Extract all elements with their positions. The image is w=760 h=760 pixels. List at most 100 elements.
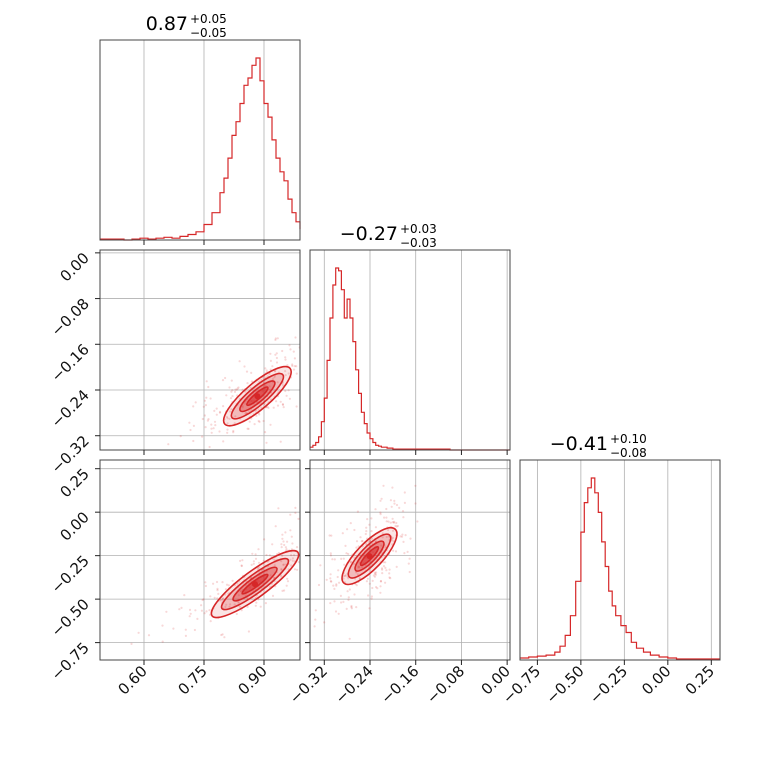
scatter-point bbox=[289, 348, 292, 351]
scatter-point bbox=[379, 585, 382, 588]
scatter-point bbox=[282, 563, 285, 566]
scatter-point bbox=[345, 552, 348, 555]
scatter-point bbox=[257, 561, 261, 564]
scatter-point bbox=[287, 372, 290, 375]
x-tick-label: −0.50 bbox=[542, 662, 587, 707]
scatter-point bbox=[268, 388, 271, 391]
scatter-point bbox=[213, 596, 216, 599]
scatter-point bbox=[389, 521, 392, 524]
scatter-inner bbox=[100, 336, 305, 449]
scatter-point bbox=[257, 566, 261, 569]
scatter-point bbox=[215, 413, 218, 416]
scatter-point bbox=[216, 597, 219, 600]
scatter-point bbox=[403, 501, 406, 504]
scatter-point bbox=[188, 421, 191, 424]
scatter-point bbox=[293, 554, 296, 557]
scatter-point bbox=[344, 544, 347, 548]
y-tick-label: −0.08 bbox=[48, 295, 93, 340]
scatter-point bbox=[230, 408, 233, 411]
scatter-point bbox=[366, 518, 369, 521]
scatter-point bbox=[393, 499, 396, 502]
scatter-point bbox=[302, 361, 304, 363]
scatter-point bbox=[234, 388, 237, 391]
scatter-point bbox=[367, 594, 370, 597]
scatter-point bbox=[312, 529, 314, 531]
scatter-point bbox=[329, 552, 332, 555]
scatter-point bbox=[307, 532, 309, 534]
scatter-point bbox=[396, 524, 399, 528]
scatter-point bbox=[257, 419, 260, 423]
scatter-point bbox=[277, 507, 280, 510]
scatter-point bbox=[282, 406, 285, 409]
scatter-point bbox=[241, 388, 244, 391]
scatter-point bbox=[279, 440, 282, 443]
scatter-point bbox=[295, 372, 298, 375]
scatter-point bbox=[359, 536, 362, 539]
scatter-point bbox=[387, 520, 390, 523]
scatter-point bbox=[355, 584, 358, 587]
scatter-point bbox=[307, 536, 309, 538]
scatter-point bbox=[414, 502, 417, 505]
scatter-point bbox=[281, 537, 284, 540]
panel-frame bbox=[99, 249, 301, 451]
scatter-point bbox=[231, 395, 234, 398]
scatter-point bbox=[236, 387, 239, 390]
scatter-point bbox=[301, 358, 303, 360]
panel-frame bbox=[99, 39, 301, 241]
scatter-point bbox=[286, 364, 289, 367]
scatter-point bbox=[295, 365, 298, 368]
scatter-point bbox=[295, 405, 298, 408]
scatter-point bbox=[376, 587, 379, 590]
scatter-point bbox=[250, 408, 253, 411]
scatter-point bbox=[239, 605, 242, 609]
scatter-point bbox=[224, 376, 227, 380]
scatter-point bbox=[346, 590, 349, 593]
y-tick-label: 0.00 bbox=[56, 508, 92, 544]
scatter-point bbox=[335, 583, 338, 586]
scatter-point bbox=[281, 589, 284, 593]
scatter-point bbox=[201, 417, 204, 421]
scatter-point bbox=[395, 503, 399, 507]
scatter-point bbox=[286, 577, 289, 580]
scatter-point bbox=[357, 566, 360, 569]
scatter-point bbox=[375, 571, 378, 574]
scatter-point bbox=[210, 427, 213, 430]
scatter-point bbox=[391, 529, 395, 532]
scatter-point bbox=[303, 374, 305, 376]
scatter-point bbox=[379, 513, 382, 516]
scatter-point bbox=[229, 410, 232, 413]
scatter-point bbox=[280, 546, 283, 549]
scatter-point bbox=[200, 609, 203, 612]
panel-frame bbox=[309, 249, 511, 451]
scatter-point bbox=[395, 521, 398, 525]
scatter-panel-2 bbox=[305, 459, 511, 665]
scatter-point bbox=[194, 609, 197, 612]
scatter-point bbox=[358, 566, 361, 569]
scatter-point bbox=[240, 609, 243, 612]
scatter-point bbox=[345, 607, 348, 611]
scatter-point bbox=[218, 410, 222, 413]
scatter-point bbox=[273, 370, 276, 373]
scatter-point bbox=[286, 540, 289, 543]
scatter-point bbox=[333, 558, 336, 561]
scatter-point bbox=[167, 443, 170, 446]
scatter-point bbox=[365, 526, 368, 529]
scatter-point bbox=[329, 573, 332, 576]
scatter-point bbox=[291, 364, 294, 367]
scatter-point bbox=[284, 546, 287, 549]
scatter-point bbox=[301, 534, 303, 536]
hist-panel-2: −0.41 +0.10−0.08 bbox=[519, 432, 721, 665]
scatter-point bbox=[358, 576, 361, 580]
scatter-point bbox=[329, 602, 332, 605]
scatter-point bbox=[210, 423, 213, 426]
scatter-point bbox=[237, 386, 240, 389]
scatter-point bbox=[228, 417, 231, 420]
scatter-point bbox=[281, 403, 285, 406]
scatter-point bbox=[356, 510, 359, 513]
scatter-point bbox=[370, 517, 373, 520]
scatter-point bbox=[342, 577, 345, 580]
scatter-point bbox=[214, 424, 217, 427]
scatter-point bbox=[250, 380, 253, 383]
scatter-point bbox=[208, 445, 211, 449]
scatter-point bbox=[204, 581, 207, 584]
